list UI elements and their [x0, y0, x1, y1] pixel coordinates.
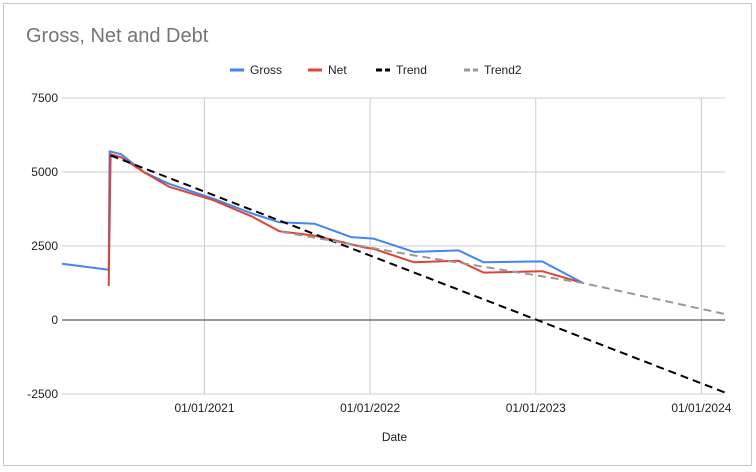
x-tick-label: 01/01/2024: [671, 401, 731, 415]
x-tick-label: 01/01/2023: [506, 401, 566, 415]
x-tick-label: 01/01/2022: [340, 401, 400, 415]
y-tick-label: 0: [51, 313, 58, 327]
series-lines: [61, 150, 726, 394]
x-axis-ticks: 01/01/2021 01/01/2022 01/01/2023 01/01/2024: [174, 401, 731, 415]
x-axis-title: Date: [382, 430, 408, 444]
grid-lines: [62, 97, 725, 395]
legend-label: Trend2: [484, 63, 522, 77]
legend-label: Trend: [396, 63, 427, 77]
y-tick-label: 7500: [31, 91, 58, 105]
legend-label: Net: [328, 63, 347, 77]
x-tick-label: 01/01/2021: [174, 401, 234, 415]
legend-label: Gross: [250, 63, 282, 77]
series-line-gross: [61, 150, 584, 284]
chart-frame: [3, 3, 752, 466]
y-tick-label: 2500: [31, 239, 58, 253]
series-line-net: [107, 153, 584, 287]
y-axis-ticks: -2500 0 2500 5000 7500: [27, 91, 58, 401]
y-tick-label: 5000: [31, 165, 58, 179]
y-tick-label: -2500: [27, 387, 58, 401]
chart-legend: Gross Net Trend Trend2: [230, 63, 522, 77]
series-line-trend: [110, 154, 726, 394]
series-line-trend2: [281, 230, 726, 316]
chart-title: Gross, Net and Debt: [26, 25, 209, 47]
